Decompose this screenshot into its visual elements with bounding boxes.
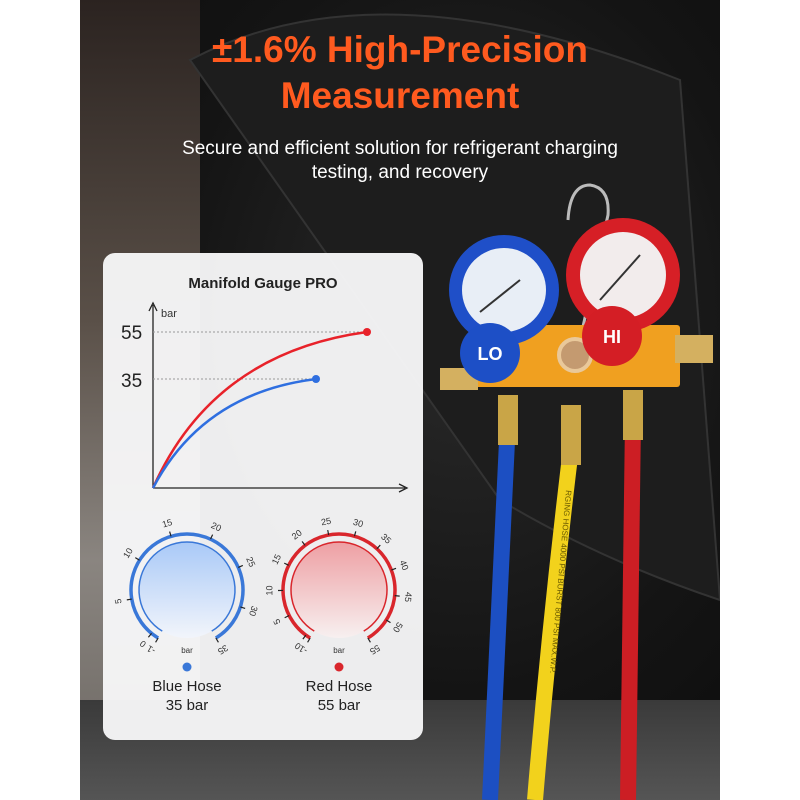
- blue-dial-tick: [238, 564, 244, 568]
- red-dial-tick-label: 40: [398, 559, 411, 572]
- subtitle-line1: Secure and efficient solution for refrig…: [182, 138, 618, 159]
- blue-dial-tick: [147, 632, 153, 638]
- y-axis-arrow: [148, 301, 158, 312]
- y-axis-unit: bar: [161, 308, 177, 320]
- blue-dial-tick-label: 30: [247, 605, 260, 618]
- blue-dial-tick-label: 15: [161, 517, 173, 529]
- red-dial-outer-ring: [281, 532, 397, 640]
- red-dial-tick-label: 10: [264, 586, 274, 596]
- manifold-gauge-illustration: RGING HOSE 4000 PSI BURST 800 PSI MAX.W.…: [188, 13, 720, 800]
- blue-dial-tick-label: 5: [113, 598, 124, 605]
- blue-dial-tick-label: 25: [244, 555, 257, 568]
- red-dial-tick-label: 35: [379, 532, 393, 546]
- blue-dial-tick-label: 0: [138, 638, 148, 649]
- blue-dial-tick-label: -1: [145, 643, 157, 656]
- blue-dial-tick: [240, 606, 246, 610]
- red-dial-tick-label: 50: [391, 620, 405, 634]
- subtitle-line2: testing, and recovery: [311, 162, 489, 183]
- red-dial-tick-label: 45: [403, 592, 414, 603]
- blue-dial-tick-label: 20: [210, 520, 223, 533]
- blue-legend-dot: [182, 662, 192, 672]
- red-dial-tick-label: 25: [320, 516, 332, 528]
- lo-knob-label: LO: [478, 344, 503, 364]
- red-dial-tick-label: 0: [293, 641, 303, 652]
- blue-dial-tick: [134, 557, 140, 561]
- red-dial-tick-label: 15: [270, 553, 283, 566]
- red-dial-tick: [376, 544, 381, 550]
- red-hose-value: 55 bar: [317, 697, 361, 714]
- red-dial-tick: [284, 614, 290, 619]
- red-dial-tick: [385, 619, 391, 624]
- blue-hose-value: 35 bar: [165, 697, 209, 714]
- blue-dial-tick-label: 35: [216, 643, 230, 657]
- blue-dial-tick: [209, 534, 214, 540]
- red-dial-tick-label: 30: [352, 517, 364, 529]
- red-dial-tick: [307, 637, 311, 643]
- red-dial-tick: [301, 541, 306, 546]
- blue-hose-curve: [151, 377, 317, 489]
- x-axis-arrow: [398, 483, 409, 493]
- y-tick-35: 35: [121, 371, 142, 392]
- red-dial-tick-label: 20: [290, 528, 304, 542]
- product-photo-background: RGING HOSE 4000 PSI BURST 800 PSI MAX.W.…: [80, 0, 720, 800]
- blue-curve-endpoint: [312, 375, 320, 383]
- blue-dial-tick: [126, 598, 132, 601]
- headline-line2: Measurement: [280, 75, 520, 116]
- red-hose-label: Red Hose: [305, 678, 373, 695]
- blue-dial-tick: [215, 637, 219, 643]
- red-dial-tick: [283, 562, 289, 566]
- red-dial-tick-label: 5: [271, 617, 282, 626]
- blue-dial-tick-label: 10: [121, 546, 135, 560]
- red-dial-tick-label: 55: [368, 643, 382, 657]
- blue-dial-tick: [169, 531, 172, 537]
- red-dial-inner-ring: [290, 541, 388, 632]
- blue-dial-face: [139, 542, 235, 638]
- blue-dial-outer-ring: [129, 532, 245, 640]
- red-hose-curve: [151, 330, 368, 489]
- red-dial-unit: bar: [333, 646, 345, 655]
- red-dial-tick: [327, 529, 330, 536]
- red-dial-tick: [367, 637, 371, 643]
- red-dial-tick: [302, 634, 307, 640]
- blue-hose-label: Blue Hose: [152, 678, 222, 695]
- info-card: Manifold Gauge PRO bar 55 35 -1 0 5 10 15 20 2…: [103, 253, 423, 740]
- hi-knob-label: HI: [603, 327, 621, 347]
- headline-line1: ±1.6% High-Precision: [211, 29, 589, 70]
- red-curve-endpoint: [363, 328, 371, 336]
- red-dial-tick: [353, 531, 357, 537]
- red-dial-face: [291, 542, 387, 638]
- y-tick-55: 55: [121, 323, 142, 344]
- blue-dial-unit: bar: [181, 646, 193, 655]
- red-dial-tick: [391, 567, 397, 571]
- red-legend-dot: [334, 662, 344, 672]
- card-title: Manifold Gauge PRO: [188, 275, 338, 292]
- blue-dial-inner-ring: [138, 541, 236, 632]
- blue-dial-tick: [155, 637, 159, 643]
- red-dial-tick: [394, 595, 400, 597]
